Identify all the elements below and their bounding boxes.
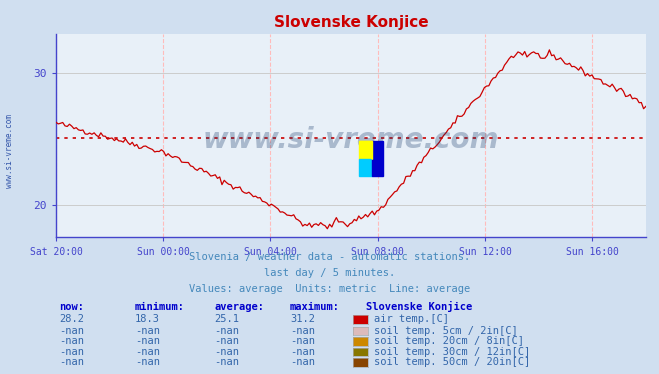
Text: maximum:: maximum: — [290, 302, 340, 312]
Text: -nan: -nan — [214, 326, 239, 335]
Text: -nan: -nan — [59, 337, 84, 346]
Text: -nan: -nan — [214, 347, 239, 357]
Text: -nan: -nan — [214, 337, 239, 346]
Text: now:: now: — [59, 302, 84, 312]
Text: soil temp. 5cm / 2in[C]: soil temp. 5cm / 2in[C] — [374, 326, 518, 335]
Text: -nan: -nan — [135, 347, 160, 357]
Polygon shape — [372, 141, 383, 176]
Text: 31.2: 31.2 — [290, 315, 315, 324]
Text: -nan: -nan — [59, 326, 84, 335]
Title: Slovenske Konjice: Slovenske Konjice — [273, 15, 428, 30]
Text: -nan: -nan — [290, 326, 315, 335]
Text: 18.3: 18.3 — [135, 315, 160, 324]
Text: www.si-vreme.com: www.si-vreme.com — [5, 114, 14, 188]
Text: Slovenske Konjice: Slovenske Konjice — [366, 301, 472, 312]
Text: -nan: -nan — [135, 326, 160, 335]
Text: -nan: -nan — [290, 358, 315, 367]
Text: -nan: -nan — [59, 347, 84, 357]
Text: average:: average: — [214, 302, 264, 312]
Text: minimum:: minimum: — [135, 302, 185, 312]
Text: -nan: -nan — [59, 358, 84, 367]
Text: -nan: -nan — [135, 358, 160, 367]
Text: www.si-vreme.com: www.si-vreme.com — [203, 126, 499, 154]
Text: 28.2: 28.2 — [59, 315, 84, 324]
Text: 25.1: 25.1 — [214, 315, 239, 324]
Text: -nan: -nan — [135, 337, 160, 346]
Text: soil temp. 30cm / 12in[C]: soil temp. 30cm / 12in[C] — [374, 347, 530, 357]
Bar — [359, 159, 372, 176]
Text: -nan: -nan — [214, 358, 239, 367]
Text: -nan: -nan — [290, 337, 315, 346]
Text: soil temp. 50cm / 20in[C]: soil temp. 50cm / 20in[C] — [374, 358, 530, 367]
Text: Slovenia / weather data - automatic stations.: Slovenia / weather data - automatic stat… — [189, 252, 470, 262]
Polygon shape — [359, 141, 372, 159]
Text: Values: average  Units: metric  Line: average: Values: average Units: metric Line: aver… — [189, 284, 470, 294]
Text: soil temp. 20cm / 8in[C]: soil temp. 20cm / 8in[C] — [374, 337, 525, 346]
Text: air temp.[C]: air temp.[C] — [374, 315, 449, 324]
Text: -nan: -nan — [290, 347, 315, 357]
Bar — [359, 141, 372, 159]
Text: last day / 5 minutes.: last day / 5 minutes. — [264, 268, 395, 278]
